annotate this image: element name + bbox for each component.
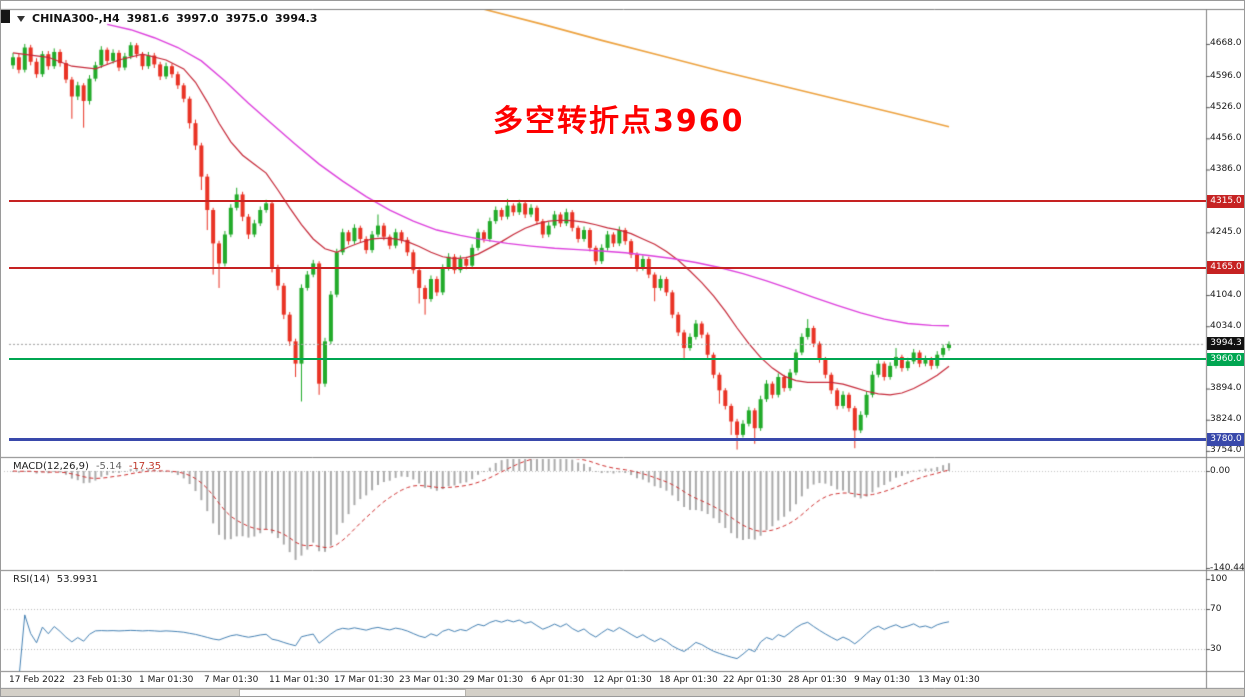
macd-pane-label: MACD(12,26,9) -5.14 -17.35 [13, 461, 161, 472]
chart-menu-icon[interactable] [17, 16, 25, 22]
time-axis-label: 18 Apr 01:30 [659, 675, 718, 685]
price-level-badge: 4315.0 [1207, 194, 1244, 208]
time-axis-label: 23 Mar 01:30 [399, 675, 460, 685]
time-axis-label: 11 Mar 01:30 [269, 675, 330, 685]
price-axis-label: 4456.0 [1210, 132, 1242, 143]
rsi-scale-label: 70 [1210, 603, 1222, 614]
time-axis-label: 29 Mar 01:30 [463, 675, 524, 685]
price-axis-label: 4386.0 [1210, 164, 1242, 174]
ohlc-close: 3994.3 [275, 12, 318, 25]
macd-main-value: -5.14 [95, 461, 122, 472]
macd-scale-label: -140.44 [1210, 562, 1245, 573]
level-line-pivot-3960[interactable] [9, 358, 1206, 361]
rsi-name: RSI(14) [13, 574, 50, 585]
price-axis-label: 4596.0 [1210, 70, 1242, 81]
window-edge-mark [1, 10, 10, 23]
rsi-scale-label: 100 [1210, 573, 1228, 584]
price-axis-label: 4034.0 [1210, 320, 1242, 331]
level-line-resistance-4165[interactable] [9, 266, 1206, 269]
annotation-text[interactable]: 多空转折点3960 [493, 104, 745, 139]
price-axis-label: 4104.0 [1210, 289, 1242, 300]
scrollbar-thumb[interactable] [239, 689, 466, 696]
level-line-resistance-4315[interactable] [9, 200, 1206, 203]
macd-signal-value: -17.35 [128, 461, 162, 472]
time-axis-label: 12 Apr 01:30 [593, 675, 652, 685]
time-axis-label: 22 Apr 01:30 [723, 675, 782, 685]
time-axis-label: 6 Apr 01:30 [531, 675, 584, 685]
price-level-badge: 4165.0 [1207, 261, 1244, 275]
price-axis-label: 4245.0 [1210, 226, 1242, 237]
time-axis-label: 9 May 01:30 [854, 675, 910, 685]
ohlc-low: 3975.0 [225, 12, 269, 25]
time-axis-label: 28 Apr 01:30 [788, 675, 847, 685]
price-level-badge: 3960.0 [1207, 352, 1244, 366]
price-axis-label: 3824.0 [1210, 414, 1242, 425]
price-level-badge: 3780.0 [1207, 432, 1244, 446]
price-axis-label: 4668.0 [1210, 38, 1242, 49]
rsi-pane-label: RSI(14) 53.9931 [13, 574, 98, 585]
time-axis-label: 13 May 01:30 [918, 675, 980, 685]
rsi-value: 53.9931 [56, 574, 99, 585]
time-axis-label: 7 Mar 01:30 [204, 675, 259, 685]
time-axis-label: 17 Feb 2022 [9, 675, 66, 685]
price-axis-label: 4526.0 [1210, 101, 1242, 112]
time-axis-label: 1 Mar 01:30 [139, 675, 194, 685]
level-line-support-3780[interactable] [9, 437, 1206, 441]
rsi-scale-label: 30 [1210, 643, 1222, 654]
chart-title-bar: CHINA300-,H4 3981.6 3997.0 3975.0 3994.3 [17, 12, 317, 25]
macd-name: MACD(12,26,9) [13, 461, 89, 472]
time-axis-label: 17 Mar 01:30 [334, 675, 395, 685]
price-level-badge: 3994.3 [1207, 337, 1244, 351]
time-axis-label: 23 Feb 01:30 [73, 675, 133, 685]
chart-symbol: CHINA300-,H4 [32, 12, 120, 25]
chart-scrollbar[interactable] [1, 689, 1244, 696]
price-axis-label: 3754.0 [1210, 445, 1242, 456]
ohlc-open: 3981.6 [126, 12, 170, 25]
macd-scale-label: 0.00 [1210, 465, 1231, 476]
ohlc-high: 3997.0 [176, 12, 219, 25]
price-axis-label: 3894.0 [1210, 383, 1242, 394]
